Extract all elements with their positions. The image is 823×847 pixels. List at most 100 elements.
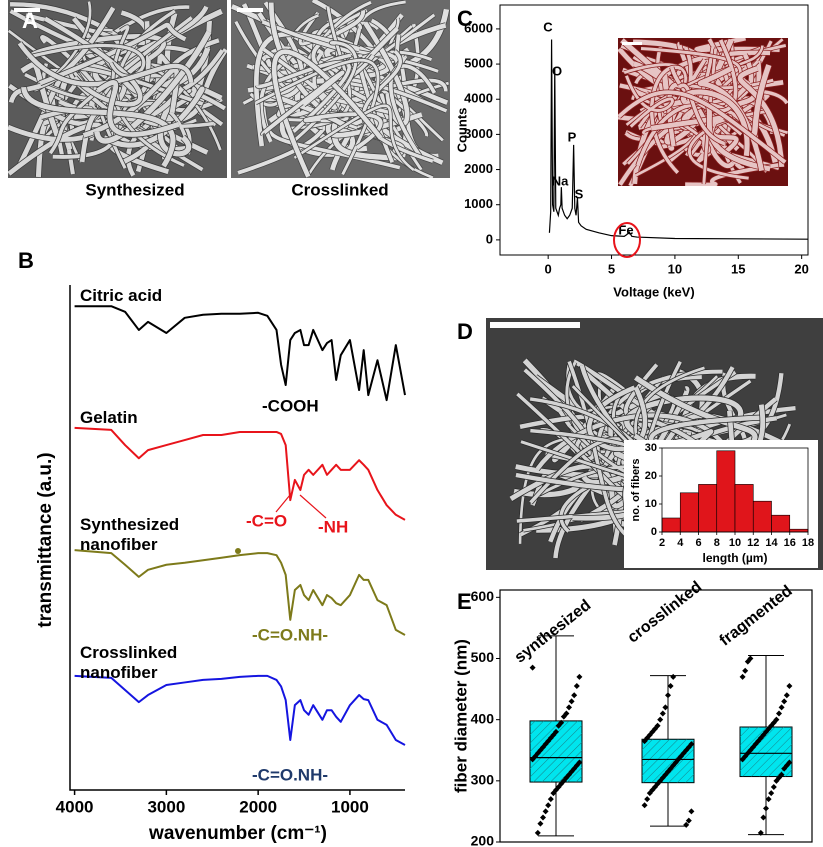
sem-image — [8, 0, 227, 178]
data-point — [660, 711, 666, 717]
y-tick-label: 5000 — [464, 56, 493, 71]
annotation: -C=O.NH- — [252, 765, 328, 784]
histogram-bar — [680, 493, 698, 532]
series-label: Synthesized nanofiber — [80, 515, 200, 555]
image-caption: Synthesized — [85, 180, 184, 199]
y-tick-label: 300 — [471, 772, 495, 788]
data-point — [566, 704, 572, 710]
peak-label: C — [543, 19, 553, 34]
data-point — [670, 674, 676, 680]
data-point — [688, 808, 694, 814]
x-tick-label: 0 — [545, 261, 552, 276]
image-caption: Crosslinked — [291, 180, 388, 199]
x-axis-label: length (µm) — [703, 551, 768, 565]
x-tick-label: 18 — [802, 537, 814, 549]
data-point — [779, 704, 785, 710]
data-point — [763, 805, 769, 811]
x-tick-label: 8 — [714, 537, 720, 549]
spectrum-line — [75, 550, 405, 635]
histogram-bar — [790, 529, 808, 532]
series-label: Citric acid — [80, 286, 200, 306]
data-point — [742, 668, 748, 674]
annotation-leader — [300, 495, 326, 518]
y-tick-label: 4000 — [464, 91, 493, 106]
annotation-leader — [276, 495, 290, 512]
peak-label: S — [575, 186, 584, 201]
spectrum-line — [75, 306, 405, 400]
data-point — [543, 808, 549, 814]
data-point — [571, 692, 577, 698]
x-tick-label: 14 — [765, 537, 778, 549]
data-point — [574, 683, 580, 689]
y-tick-label: 0 — [486, 231, 493, 246]
x-tick-label: 12 — [747, 537, 759, 549]
series-label: Gelatin — [80, 408, 200, 428]
annotation: -C=O.NH- — [252, 625, 328, 644]
panel-label: B — [18, 248, 34, 273]
y-axis-label: no. of fibers — [630, 459, 642, 522]
y-tick-label: 0 — [651, 526, 657, 538]
y-tick-label: 1000 — [464, 196, 493, 211]
annotation: -NH — [318, 517, 348, 536]
data-point — [540, 815, 546, 821]
series-label: Crosslinked nanofiber — [80, 643, 200, 683]
box-hatch — [642, 739, 694, 782]
marker-dot — [235, 548, 241, 554]
peak-label: P — [568, 129, 577, 144]
x-axis-label: Voltage (keV) — [613, 284, 694, 299]
x-tick-label: 10 — [668, 261, 682, 276]
histogram-bar — [772, 515, 790, 532]
page: Synthesized Crosslinked AB40003000200010… — [0, 0, 823, 847]
histogram-bar — [735, 484, 753, 532]
x-tick-label: 4 — [677, 537, 684, 549]
y-tick-label: 400 — [471, 710, 495, 726]
annotation: -COOH — [262, 396, 319, 415]
data-point — [665, 692, 671, 698]
sem-image — [231, 0, 450, 178]
histogram-bar — [699, 484, 717, 532]
x-tick-label: 16 — [784, 537, 796, 549]
x-tick-label: 4000 — [56, 797, 94, 816]
y-tick-label: 200 — [471, 833, 495, 847]
data-point — [537, 821, 543, 827]
histogram-bar — [753, 501, 771, 532]
y-tick-label: 10 — [645, 498, 657, 510]
data-point — [569, 698, 575, 704]
category-label: crosslinked — [625, 578, 706, 646]
y-axis-label: Counts — [454, 108, 469, 153]
y-axis-label: fiber diameter (nm) — [451, 639, 470, 793]
y-axis-label: transmittance (a.u.) — [35, 452, 56, 627]
x-tick-label: 5 — [608, 261, 615, 276]
x-tick-label: 15 — [731, 261, 745, 276]
x-tick-label: 2000 — [239, 797, 277, 816]
data-point — [530, 665, 536, 671]
panel-label: A — [22, 8, 38, 33]
y-tick-label: 2000 — [464, 161, 493, 176]
y-tick-label: 6000 — [464, 20, 493, 35]
data-point — [786, 683, 792, 689]
histogram-bar — [717, 451, 735, 532]
x-tick-label: 1000 — [331, 797, 369, 816]
histogram-bar — [662, 518, 680, 532]
data-point — [657, 717, 663, 723]
y-tick-label: 30 — [645, 442, 657, 454]
peak-label: O — [552, 63, 562, 78]
x-tick-label: 10 — [729, 537, 741, 549]
data-point — [644, 796, 650, 802]
data-point — [781, 698, 787, 704]
peak-label: Na — [552, 173, 569, 188]
data-point — [576, 674, 582, 680]
y-tick-label: 500 — [471, 649, 495, 665]
y-tick-label: 20 — [645, 470, 657, 482]
data-point — [642, 802, 648, 808]
scale-bar — [237, 8, 263, 12]
x-tick-label: 2 — [659, 537, 665, 549]
data-point — [535, 830, 541, 836]
data-point — [545, 802, 551, 808]
panel-label: E — [457, 589, 472, 614]
panel-label: D — [457, 319, 473, 344]
x-tick-label: 6 — [695, 537, 701, 549]
scale-bar — [490, 322, 580, 328]
data-point — [771, 784, 777, 790]
spectrum-line — [75, 676, 405, 745]
